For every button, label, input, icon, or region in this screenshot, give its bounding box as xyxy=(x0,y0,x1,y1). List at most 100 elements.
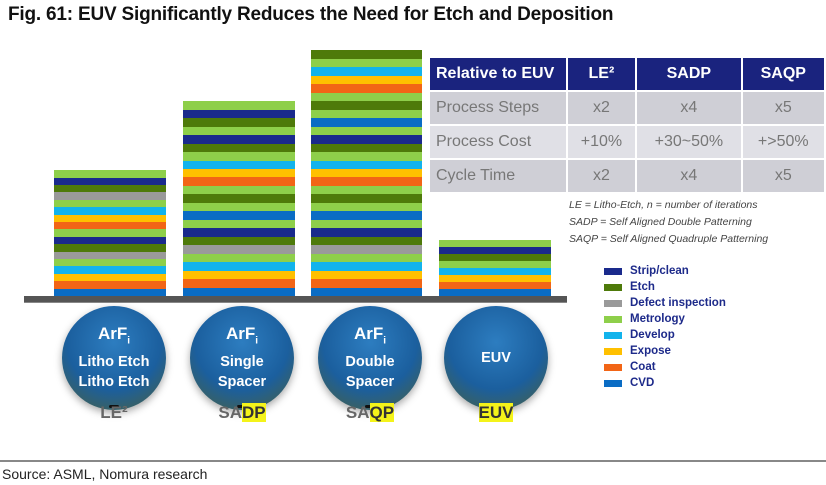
bar-segment-expose xyxy=(311,270,422,280)
bar-segment-etch xyxy=(311,194,422,203)
label-text: SA xyxy=(345,403,370,422)
bar-segment-cvd xyxy=(311,287,422,296)
legend-label: Coat xyxy=(630,361,656,373)
bar-segment-metrology xyxy=(439,240,551,247)
bar-segment-expose xyxy=(183,168,295,178)
legend-swatch-icon xyxy=(604,267,622,275)
bar-segment-metrology xyxy=(311,185,422,195)
legend-item: Expose xyxy=(604,343,726,359)
bar-segment-etch xyxy=(311,101,422,110)
bar-segment-coat xyxy=(311,279,422,288)
bar-segment-etch xyxy=(311,236,422,246)
table-row: Process Steps x2 x4 x5 xyxy=(430,92,824,124)
bar-segment-cvd xyxy=(183,211,295,220)
bar-segment-coat xyxy=(311,84,422,93)
bar-segment-develop xyxy=(311,160,422,169)
bar-segment-metrology xyxy=(311,152,422,161)
bar-segment-develop xyxy=(183,160,295,169)
bar-segment-metrology xyxy=(54,258,166,267)
legend-item: Metrology xyxy=(604,311,726,327)
bar-segment-cvd xyxy=(54,288,166,296)
bar-segment-metrology xyxy=(54,199,166,208)
chart-baseline xyxy=(24,296,567,303)
bar-segment-expose xyxy=(54,214,166,222)
wafer-line: Spacer xyxy=(217,373,267,390)
bar-segment-metrology xyxy=(311,58,422,68)
legend-label: Expose xyxy=(630,345,671,357)
cell: +10% xyxy=(567,126,636,158)
wafer-line: ArFi xyxy=(97,324,131,347)
bar-segment-metrology xyxy=(311,109,422,119)
bar-segment-expose xyxy=(439,275,551,282)
comparison-table: Relative to EUV LE² SADP SAQP Process St… xyxy=(428,56,826,194)
bar-segment-metrology xyxy=(54,229,166,237)
bar-segment-strip-clean xyxy=(54,236,166,245)
legend-label: Etch xyxy=(630,281,655,293)
cell: x5 xyxy=(742,92,824,124)
bar-segment-develop xyxy=(439,268,551,275)
legend-swatch-icon xyxy=(604,283,622,291)
bar-segment-expose xyxy=(311,168,422,178)
bar-segment-develop xyxy=(311,262,422,271)
cell: x4 xyxy=(637,92,741,124)
wafer-line: ArFi xyxy=(353,324,387,347)
legend-item: CVD xyxy=(604,375,726,391)
bar-segment-metrology xyxy=(311,219,422,229)
bar-segment-cvd xyxy=(439,289,551,296)
bar-segment-metrology xyxy=(439,261,551,268)
label-highlight: EUV xyxy=(478,403,514,422)
legend-label: Strip/clean xyxy=(630,265,689,277)
bar-segment-cvd xyxy=(311,211,422,220)
bar-segment-metrology xyxy=(311,92,422,102)
wafer-line: ArFi xyxy=(225,324,259,347)
legend-item: Develop xyxy=(604,327,726,343)
bar-segment-defect-inspection xyxy=(311,245,422,254)
wafer-line: Single xyxy=(220,353,264,370)
bar-segment-etch xyxy=(183,118,295,127)
cell: +>50% xyxy=(742,126,824,158)
bar-segment-develop xyxy=(311,67,422,76)
bar-segment-etch xyxy=(54,184,166,193)
table-header-row: Relative to EUV LE² SADP SAQP xyxy=(430,58,824,90)
table-header: SADP xyxy=(637,58,741,90)
table-row: Process Cost +10% +30~50% +>50% xyxy=(430,126,824,158)
bar-segment-etch xyxy=(183,143,295,153)
bar-saqp xyxy=(311,50,422,296)
bar-segment-strip-clean xyxy=(54,177,166,185)
bar-segment-strip-clean xyxy=(311,135,422,144)
legend-swatch-icon xyxy=(604,331,622,339)
bar-segment-coat xyxy=(54,221,166,230)
bar-segment-coat xyxy=(439,282,551,289)
bar-segment-etch xyxy=(54,244,166,252)
bar-segment-cvd xyxy=(183,287,295,296)
wafer-line: EUV xyxy=(481,350,511,366)
wafer-line: Double xyxy=(345,353,395,370)
wafer-sadp: ArFi Single Spacer xyxy=(190,306,294,410)
legend-label: CVD xyxy=(630,377,655,389)
bar-segment-develop xyxy=(54,266,166,274)
bar-segment-expose xyxy=(311,75,422,85)
chart-legend: Strip/clean Etch Defect inspection Metrolog… xyxy=(604,263,726,391)
label-highlight: QP xyxy=(369,403,395,422)
bar-segment-metrology xyxy=(311,253,422,263)
bar-segment-defect-inspection xyxy=(54,251,166,259)
note: SAQP = Self Aligned Quadruple Patterning xyxy=(569,233,769,245)
wafer-line: Litho Etch xyxy=(78,353,150,370)
wafer-le2: ArFi Litho Etch Litho Etch xyxy=(62,306,166,410)
bar-segment-metrology xyxy=(183,185,295,195)
abbreviation-notes: LE = Litho-Etch, n = number of iteration… xyxy=(569,197,768,248)
legend-item: Etch xyxy=(604,279,726,295)
table-header: SAQP xyxy=(742,58,824,90)
source-text: Source: ASML, Nomura research xyxy=(2,466,208,482)
bar-segment-strip-clean xyxy=(311,228,422,237)
bar-segment-etch xyxy=(183,194,295,203)
row-label: Process Cost xyxy=(430,126,566,158)
legend-item: Coat xyxy=(604,359,726,375)
row-label: Process Steps xyxy=(430,92,566,124)
legend-label: Metrology xyxy=(630,313,685,325)
cell: x2 xyxy=(567,160,636,192)
bar-segment-etch xyxy=(311,50,422,59)
bar-segment-metrology xyxy=(183,253,295,263)
legend-swatch-icon xyxy=(604,363,622,371)
